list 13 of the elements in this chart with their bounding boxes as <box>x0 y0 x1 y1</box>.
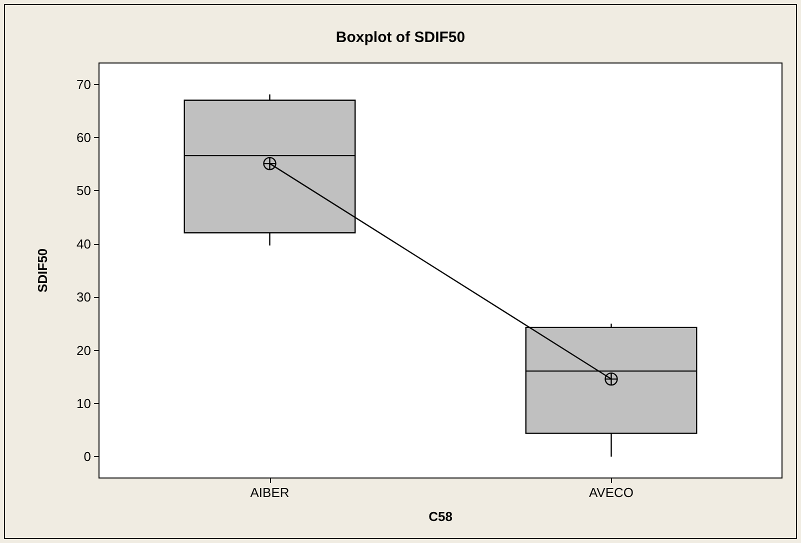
chart-title: Boxplot of SDIF50 <box>336 29 466 46</box>
x-tick-label: AIBER <box>250 485 290 500</box>
x-axis-title: C58 <box>428 509 452 524</box>
y-tick-label: 50 <box>76 183 91 198</box>
y-axis-title: SDIF50 <box>35 248 50 293</box>
y-tick-label: 60 <box>76 130 91 145</box>
y-tick-label: 10 <box>76 396 91 412</box>
y-tick-label: 20 <box>76 342 91 358</box>
x-tick-label: AVECO <box>588 485 634 500</box>
y-tick-label: 0 <box>84 449 91 464</box>
y-tick-label: 40 <box>76 236 91 252</box>
y-tick-label: 30 <box>76 290 91 305</box>
y-tick-label: 70 <box>76 76 91 92</box>
